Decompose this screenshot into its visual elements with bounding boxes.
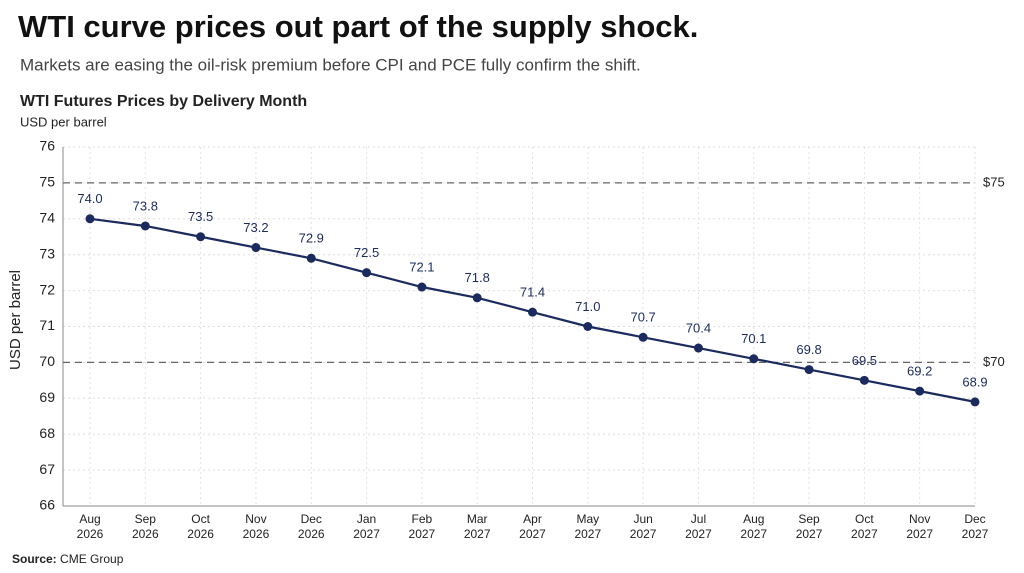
- data-point: [638, 332, 648, 342]
- y-tick-label: 70: [39, 353, 55, 369]
- y-tick-label: 73: [39, 245, 55, 261]
- x-tick-label: Dec 2027: [961, 512, 989, 541]
- subtitle: Markets are easing the oil-risk premium …: [20, 55, 641, 74]
- data-label: 70.7: [630, 310, 655, 325]
- x-tick-label: Jul 2027: [685, 512, 712, 541]
- data-label: 69.2: [907, 364, 932, 379]
- data-point: [749, 354, 759, 364]
- data-label: 70.4: [686, 320, 711, 335]
- data-label: 70.1: [741, 331, 766, 346]
- data-point: [417, 282, 427, 292]
- data-label: 71.4: [520, 285, 545, 300]
- x-tick-label: Sep 2027: [795, 512, 823, 541]
- title: WTI curve prices out part of the supply …: [18, 9, 698, 44]
- reference-label: $70: [983, 354, 1005, 369]
- reference-label: $75: [983, 174, 1005, 189]
- x-tick-label: May 2027: [574, 512, 602, 541]
- data-label: 71.8: [465, 270, 490, 285]
- x-tick-label: Feb 2027: [408, 512, 436, 541]
- x-tick-label: Mar 2027: [463, 512, 491, 541]
- unit-label: USD per barrel: [20, 114, 107, 129]
- data-label: 73.5: [188, 209, 213, 224]
- data-point: [693, 343, 703, 353]
- data-point: [915, 386, 925, 396]
- data-point: [859, 375, 869, 385]
- data-point: [583, 322, 593, 331]
- x-tick-label: Oct 2027: [851, 512, 878, 541]
- data-point: [306, 253, 316, 263]
- source: Source: CME Group: [12, 552, 124, 566]
- x-tick-label: Jun 2027: [629, 512, 657, 541]
- data-label: 68.9: [962, 374, 987, 389]
- data-label: 69.5: [852, 353, 877, 368]
- x-tick-label: Aug 2027: [740, 512, 768, 541]
- x-tick-label: Apr 2027: [519, 512, 546, 541]
- data-label: 72.5: [354, 245, 379, 260]
- y-tick-label: 75: [39, 174, 55, 190]
- x-tick-label: Nov 2026: [242, 512, 270, 541]
- y-tick-label: 67: [39, 461, 55, 477]
- y-tick-label: 66: [39, 497, 55, 513]
- data-label: 72.1: [409, 259, 434, 274]
- data-label: 72.9: [299, 231, 324, 246]
- data-label: 71.0: [575, 299, 600, 314]
- x-tick-label: Dec 2026: [297, 512, 325, 541]
- data-point: [140, 221, 150, 231]
- data-label: 73.2: [243, 220, 268, 235]
- data-label: 69.8: [796, 342, 821, 357]
- y-tick-label: 74: [39, 210, 55, 226]
- chart-title: WTI Futures Prices by Delivery Month: [20, 93, 307, 110]
- y-tick-label: 71: [39, 317, 55, 333]
- data-point: [970, 397, 980, 407]
- data-point: [804, 365, 814, 375]
- x-tick-label: Sep 2026: [131, 512, 159, 541]
- data-label: 73.8: [133, 198, 158, 213]
- y-tick-label: 68: [39, 425, 55, 441]
- data-point: [85, 214, 95, 224]
- data-point: [362, 268, 372, 278]
- data-point: [251, 243, 261, 253]
- y-tick-label: 72: [39, 281, 55, 297]
- x-tick-label: Aug 2026: [76, 512, 104, 541]
- x-tick-label: Jan 2027: [353, 512, 380, 541]
- y-axis-label: USD per barrel: [7, 270, 24, 370]
- y-tick-label: 76: [39, 138, 55, 154]
- data-point: [472, 293, 482, 303]
- y-tick-label: 69: [39, 389, 55, 405]
- x-tick-label: Oct 2026: [187, 512, 214, 541]
- data-point: [196, 232, 206, 242]
- data-point: [528, 307, 537, 317]
- x-tick-label: Nov 2027: [906, 512, 934, 541]
- data-label: 74.0: [77, 191, 102, 206]
- source-name: CME Group: [60, 552, 124, 566]
- source-label: Source:: [12, 552, 57, 566]
